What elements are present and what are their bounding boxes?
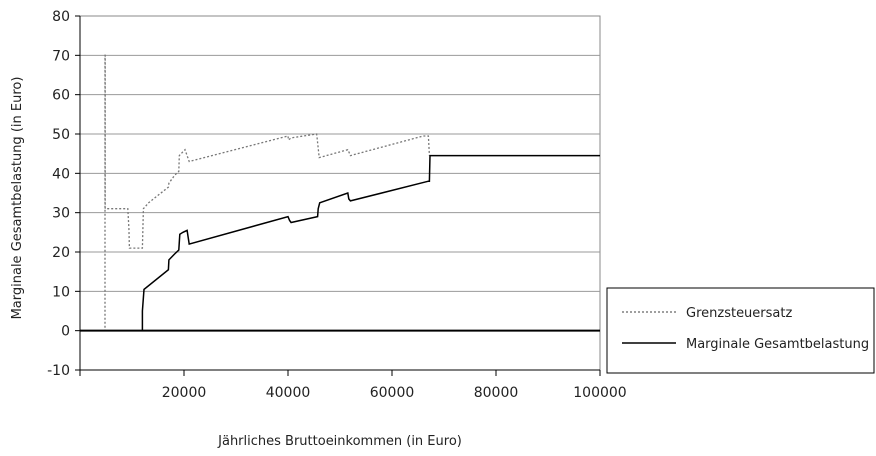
y-tick-label: 50 [52,127,70,143]
x-axis-title: Jährliches Bruttoeinkommen (in Euro) [217,434,462,449]
series-line-marginale-gesamtbelastung [80,154,600,332]
x-tick-label: 40000 [266,385,311,401]
y-tick-label: 20 [52,245,70,261]
legend: Grenzsteuersatz Marginale Gesamtbelastun… [606,287,875,374]
y-tick-label: 30 [52,206,70,222]
legend-label-grenzsteuersatz: Grenzsteuersatz [686,306,792,321]
x-tick-label: 20000 [162,385,207,401]
y-tick-label: 80 [52,9,70,25]
y-tick-label: 0 [61,324,70,340]
plot-area [79,15,601,371]
series-layer [80,54,600,332]
x-tick-label: 60000 [370,385,415,401]
grid [80,54,600,292]
y-tick-label: 40 [52,166,70,182]
x-tick-label: 100000 [573,385,626,401]
y-axis-title: Marginale Gesamtbelastung (in Euro) [10,77,25,320]
legend-box [606,287,875,374]
y-tick-label: -10 [47,363,70,379]
series-line-grenzsteuersatz [80,54,431,332]
axes [75,15,601,376]
y-tick-label: 70 [52,48,70,64]
tick-labels: -10 0 10 20 30 40 50 60 70 80 20000 40000 60000 80000… [47,9,627,401]
x-tick-label: 80000 [474,385,519,401]
y-tick-label: 10 [52,284,70,300]
legend-label-marginale-gesamtbelastung: Marginale Gesamtbelastung [686,337,869,352]
y-tick-label: 60 [52,88,70,104]
